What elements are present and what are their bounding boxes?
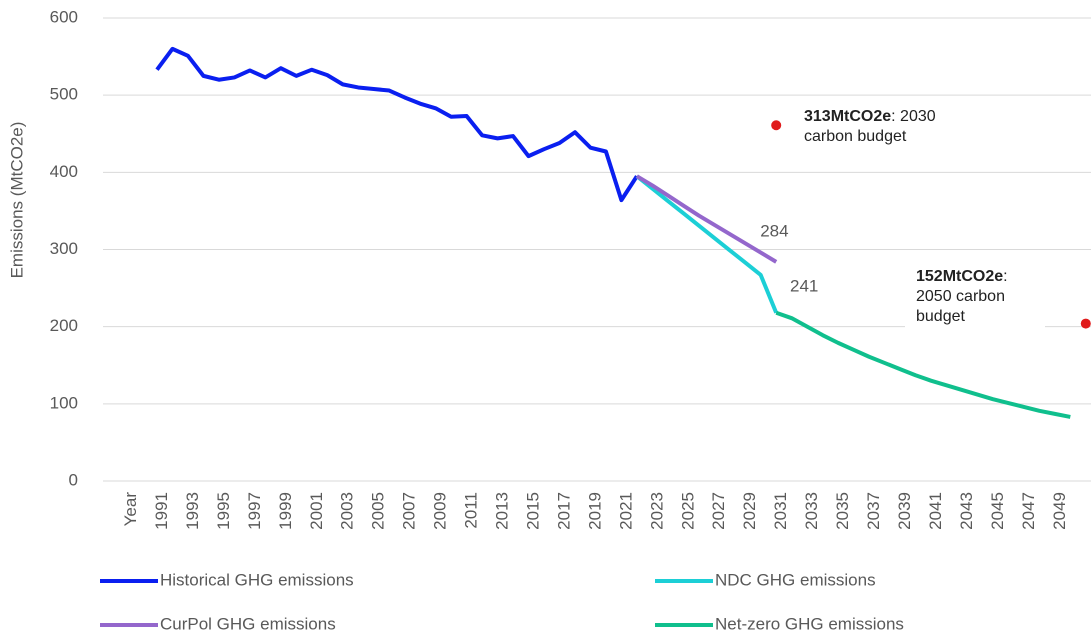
y-tick-label: 300 xyxy=(50,239,78,258)
annotation: 2050 carbon xyxy=(916,288,1005,305)
x-tick-label: 2011 xyxy=(462,492,481,529)
annotation-box xyxy=(778,98,1026,160)
series-line xyxy=(635,174,779,314)
y-axis-label: Emissions (MtCO2e) xyxy=(7,122,26,279)
x-tick-label: 2039 xyxy=(895,492,914,530)
x-tick-label: 2015 xyxy=(523,492,542,530)
x-tick-label: Year xyxy=(121,492,140,527)
legend-label: Historical GHG emissions xyxy=(160,570,354,589)
x-tick-label: 2023 xyxy=(647,492,666,530)
y-tick-label: 100 xyxy=(50,393,78,412)
x-tick-label: 2041 xyxy=(926,492,945,530)
x-tick-label: 2029 xyxy=(740,492,759,530)
y-tick-label: 400 xyxy=(50,162,78,181)
data-label: 284 xyxy=(760,221,788,240)
x-tick-label: 2025 xyxy=(678,492,697,530)
x-tick-label: 2017 xyxy=(554,492,573,530)
series-line xyxy=(155,46,639,203)
series-line xyxy=(635,174,778,264)
x-tick-label: 2047 xyxy=(1019,492,1038,530)
x-tick-label: 2045 xyxy=(988,492,1007,530)
x-tick-label: 2019 xyxy=(585,492,604,530)
x-tick-label: 2043 xyxy=(957,492,976,530)
x-tick-label: 2037 xyxy=(864,492,883,530)
annotation: 241 xyxy=(790,276,818,295)
y-tick-label: 200 xyxy=(50,316,78,335)
legend-label: CurPol GHG emissions xyxy=(160,614,336,633)
x-tick-label: 1995 xyxy=(214,492,233,530)
x-tick-label: 2005 xyxy=(369,492,388,530)
annotation-text: : xyxy=(1003,268,1007,285)
x-tick-label: 1991 xyxy=(152,492,171,530)
annotation: budget xyxy=(916,308,965,325)
annotation: carbon budget xyxy=(804,128,907,145)
x-tick-label: 2027 xyxy=(709,492,728,530)
annotation-text: : 2030 xyxy=(891,108,936,125)
x-tick-label: 2031 xyxy=(771,492,790,530)
annotation: 313MtCO2e: 2030 xyxy=(804,108,936,125)
annotation-box xyxy=(905,262,1045,338)
x-tick-label: 2007 xyxy=(400,492,419,530)
y-tick-label: 0 xyxy=(69,470,78,489)
annotation: 152MtCO2e: xyxy=(916,268,1008,285)
x-tick-label: 1993 xyxy=(183,492,202,530)
budget-point xyxy=(771,120,782,131)
series-line xyxy=(775,310,1071,419)
x-tick-label: 2013 xyxy=(493,492,512,530)
legend-label: NDC GHG emissions xyxy=(715,570,876,589)
x-tick-label: 2009 xyxy=(431,492,450,530)
x-tick-label: 1999 xyxy=(276,492,295,530)
y-tick-label: 500 xyxy=(50,85,78,104)
x-tick-label: 2001 xyxy=(307,492,326,530)
legend-label: Net-zero GHG emissions xyxy=(715,614,904,633)
annotation-bold: 152MtCO2e xyxy=(916,268,1003,285)
x-tick-label: 2033 xyxy=(802,492,821,530)
x-tick-label: 2049 xyxy=(1050,492,1069,530)
x-tick-label: 2021 xyxy=(616,492,635,530)
y-tick-label: 600 xyxy=(50,7,78,26)
x-tick-label: 2003 xyxy=(338,492,357,530)
annotation-bold: 313MtCO2e xyxy=(804,108,891,125)
x-tick-label: 2035 xyxy=(833,492,852,530)
budget-point xyxy=(1080,318,1091,329)
x-tick-label: 1997 xyxy=(245,492,264,530)
